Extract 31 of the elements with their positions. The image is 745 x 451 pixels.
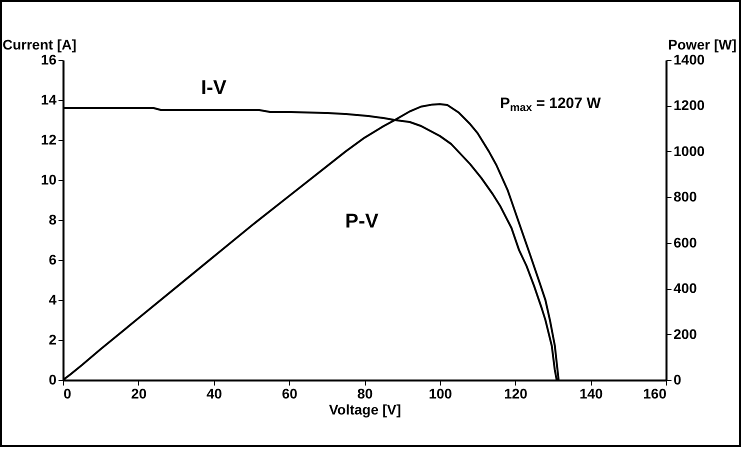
x-tick-label: 100 (428, 386, 452, 402)
x-tick-label: 80 (357, 386, 373, 402)
text: P-V (345, 210, 380, 232)
x-tick-label: 140 (579, 386, 604, 402)
y2-tick-label: 800 (674, 188, 698, 205)
y2-tick-label: 0 (674, 372, 682, 388)
y2-tick-label: 400 (674, 280, 698, 296)
y-tick-label: 0 (48, 372, 57, 388)
x-tick-label: 0 (64, 386, 72, 402)
y2-tick-label: 1200 (674, 97, 705, 114)
y2-tick-label: 1400 (674, 52, 705, 68)
y2-tick-label: 600 (674, 234, 698, 250)
y-tick-label: 6 (48, 252, 57, 268)
y2-tick-label: 200 (674, 326, 698, 342)
y2-axis-title: Power [W] (668, 36, 736, 52)
y-axis-title: Current [A] (2, 36, 76, 52)
y-tick-label: 4 (48, 292, 57, 308)
y-tick-label: 16 (40, 52, 57, 68)
series-label: I-V (200, 77, 228, 99)
x-axis-title: Voltage [V] (328, 402, 402, 418)
y-tick-label: 10 (40, 172, 57, 188)
y-tick-label: 12 (40, 132, 57, 148)
x-tick-label: 40 (206, 386, 222, 402)
y2-tick-label: 1000 (674, 142, 705, 159)
y-tick-label: 2 (48, 332, 57, 348)
x-tick-label: 120 (504, 386, 528, 402)
x-tick-label: 20 (131, 386, 147, 402)
y-tick-label: 8 (48, 212, 57, 228)
x-tick-label: 60 (282, 386, 298, 402)
x-tick-label: 160 (643, 386, 667, 402)
y-tick-label: 14 (40, 92, 57, 108)
